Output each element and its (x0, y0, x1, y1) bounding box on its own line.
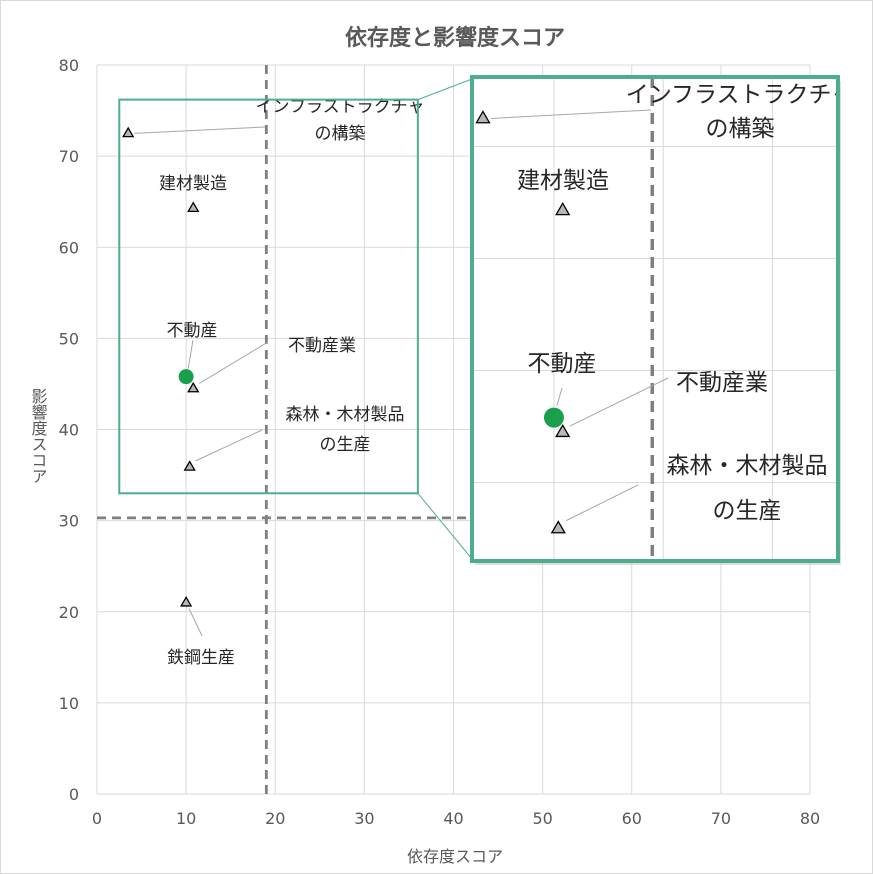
y-tick-label: 50 (59, 329, 79, 348)
data-point-label: 森林・木材製品 (286, 405, 405, 425)
leader-line (134, 126, 266, 134)
data-point-label: の生産 (320, 435, 371, 455)
x-tick-label: 0 (92, 809, 102, 828)
main-grid (96, 64, 811, 795)
data-point-marker (183, 460, 196, 471)
x-tick-label: 60 (622, 809, 642, 828)
reference-lines (97, 65, 810, 794)
leader-line (188, 608, 203, 637)
chart-title: 依存度と影響度スコア (345, 25, 565, 51)
y-tick-label: 80 (59, 56, 79, 75)
x-tick-label: 70 (711, 809, 731, 828)
x-tick-label: 30 (354, 809, 374, 828)
highlight-point-marker (178, 369, 194, 385)
zoom-leader-line (490, 109, 652, 119)
zoom-data-point-label: インフラストラクチャ (626, 82, 855, 108)
y-tick-label: 10 (59, 694, 79, 713)
zoom-frame (470, 75, 840, 563)
zoom-leader-line (556, 387, 563, 406)
y-tick-label: 70 (59, 147, 79, 166)
x-tick-label: 10 (176, 809, 196, 828)
x-tick-label: 50 (532, 809, 552, 828)
zoom-data-point-label: の生産 (713, 498, 782, 524)
zoom-highlight-point-marker (543, 407, 564, 428)
data-point-label: 鉄鋼生産 (167, 648, 235, 668)
zoom-leader-line (569, 377, 669, 427)
main-tick-labels: 0 10 20 30 40 50 60 70 80 0 10 20 30 40 50 60 70 80 (59, 56, 821, 828)
y-tick-label: 0 (69, 785, 79, 804)
zoom-data-point-label: 不動産業 (676, 370, 768, 396)
leader-line (198, 341, 269, 384)
y-tick-label: 20 (59, 603, 79, 622)
zoom-highlight-point-label: 不動産 (528, 351, 597, 377)
leader-line (195, 429, 263, 462)
y-tick-label: 40 (59, 421, 79, 440)
y-tick-label: 30 (59, 512, 79, 531)
y-tick-label: 60 (59, 238, 79, 257)
y-axis-label: 影響度スコア (29, 388, 48, 484)
x-tick-label: 40 (443, 809, 463, 828)
zoom-data-point-label: の構築 (706, 116, 775, 142)
zoom-data-point-label: 建材製造 (517, 168, 609, 194)
zoom-background (472, 77, 838, 561)
data-point-label: 建材製造 (159, 174, 227, 194)
data-point-marker (179, 595, 193, 607)
x-axis-label: 依存度スコア (407, 847, 503, 866)
zoom-data-point-marker (550, 520, 566, 534)
zoom-data-point-label: 森林・木材製品 (667, 453, 828, 479)
data-point-label: の構築 (315, 124, 366, 144)
data-point-marker (122, 126, 135, 138)
zoom-data-point-marker (475, 110, 491, 124)
zoom-data-point-marker (555, 423, 571, 438)
leader-line (187, 339, 194, 369)
zoom-connector (417, 492, 473, 560)
zoom-source-frame (118, 98, 419, 495)
x-tick-label: 80 (800, 809, 820, 828)
zoom-leader-line (566, 484, 639, 521)
x-tick-label: 20 (265, 809, 285, 828)
data-point-label: 不動産業 (288, 336, 356, 356)
zoom-connector (417, 78, 473, 101)
data-point-label: インフラストラクチャ (256, 97, 425, 117)
data-point-marker (187, 201, 200, 213)
zoom-data-point-marker (555, 202, 571, 216)
data-point-marker (187, 381, 200, 393)
highlight-point-label: 不動産 (167, 321, 218, 341)
